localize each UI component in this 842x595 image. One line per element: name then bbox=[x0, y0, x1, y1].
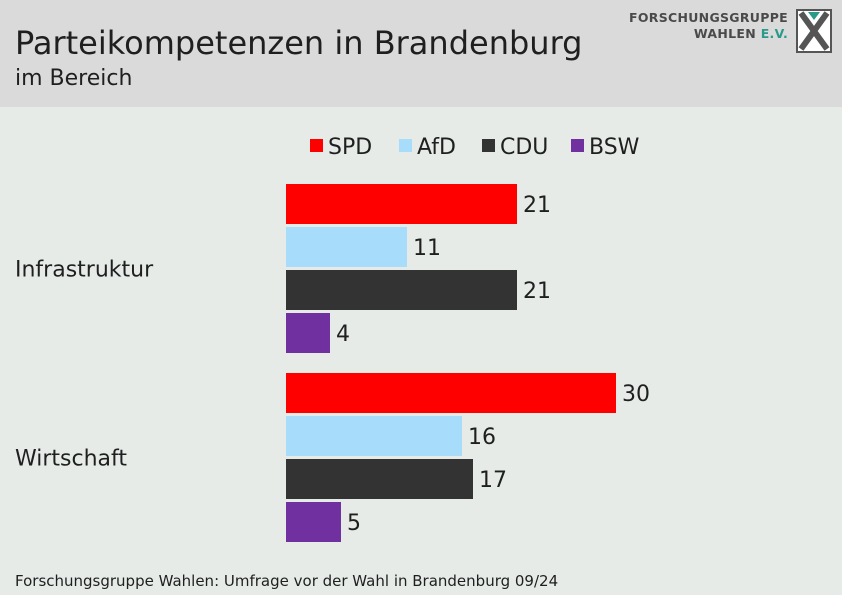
bar-wirtschaft-spd bbox=[286, 373, 616, 413]
value-label-infrastruktur-afd: 11 bbox=[413, 236, 441, 261]
bar-infrastruktur-bsw bbox=[286, 313, 330, 353]
header-band: Parteikompetenzen in Brandenburg im Bere… bbox=[0, 0, 842, 107]
value-label-infrastruktur-spd: 21 bbox=[523, 193, 551, 218]
bar-infrastruktur-cdu bbox=[286, 270, 517, 310]
value-labels: 21 11 21 4 30 16 17 5 bbox=[336, 193, 650, 536]
legend-swatch-afd bbox=[399, 139, 412, 152]
category-label-infrastruktur: Infrastruktur bbox=[15, 258, 154, 283]
category-labels: Infrastruktur Wirtschaft bbox=[15, 258, 154, 472]
legend-swatch-bsw bbox=[571, 139, 584, 152]
legend-label-spd: SPD bbox=[328, 135, 372, 160]
bar-wirtschaft-cdu bbox=[286, 459, 473, 499]
legend-swatch-spd bbox=[310, 139, 323, 152]
value-label-wirtschaft-cdu: 17 bbox=[479, 468, 507, 493]
category-label-wirtschaft: Wirtschaft bbox=[15, 447, 127, 472]
value-label-infrastruktur-cdu: 21 bbox=[523, 279, 551, 304]
legend-swatch-cdu bbox=[482, 139, 495, 152]
chart-title: Parteikompetenzen in Brandenburg bbox=[15, 24, 583, 62]
logo-x-icon bbox=[796, 9, 832, 53]
bar-wirtschaft-afd bbox=[286, 416, 462, 456]
bars bbox=[286, 184, 616, 542]
source-note: Forschungsgruppe Wahlen: Umfrage vor der… bbox=[15, 572, 559, 590]
value-label-wirtschaft-bsw: 5 bbox=[347, 511, 361, 536]
chart-legend: SPD AfD CDU BSW bbox=[310, 135, 640, 160]
value-label-wirtschaft-spd: 30 bbox=[622, 382, 650, 407]
value-label-infrastruktur-bsw: 4 bbox=[336, 322, 350, 347]
chart-subtitle: im Bereich bbox=[15, 66, 133, 91]
bar-infrastruktur-spd bbox=[286, 184, 517, 224]
logo-line1: FORSCHUNGSGRUPPE bbox=[629, 10, 788, 25]
value-label-wirtschaft-afd: 16 bbox=[468, 425, 496, 450]
legend-label-afd: AfD bbox=[417, 135, 456, 160]
bar-wirtschaft-bsw bbox=[286, 502, 341, 542]
legend-label-cdu: CDU bbox=[500, 135, 548, 160]
legend-label-bsw: BSW bbox=[589, 135, 640, 160]
logo-wordmark: FORSCHUNGSGRUPPE WAHLEN E.V. bbox=[629, 10, 788, 42]
logo-line2: WAHLEN E.V. bbox=[693, 26, 788, 41]
bar-infrastruktur-afd bbox=[286, 227, 407, 267]
